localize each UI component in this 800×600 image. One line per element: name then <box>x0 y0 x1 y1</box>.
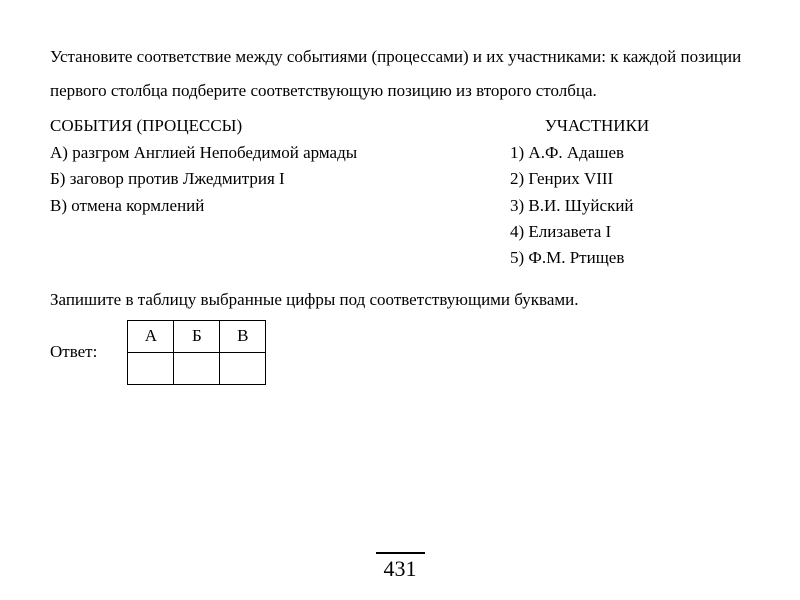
columns-container: СОБЫТИЯ (ПРОЦЕССЫ) А) разгром Англией Не… <box>50 116 750 272</box>
event-marker: В) <box>50 196 67 215</box>
page-number: 431 <box>376 552 425 582</box>
event-item: А) разгром Англией Непобедимой армады <box>50 140 442 166</box>
page-number-container: 431 <box>0 552 800 582</box>
participant-marker: 4) <box>510 222 524 241</box>
participant-item: 5) Ф.М. Ртищев <box>484 245 750 271</box>
participants-column: УЧАСТНИКИ 1) А.Ф. Адашев 2) Генрих VIII … <box>484 116 750 272</box>
participant-marker: 3) <box>510 196 524 215</box>
participant-item: 4) Елизавета I <box>484 219 750 245</box>
table-header-cell: Б <box>174 320 220 352</box>
table-instruction: Запишите в таблицу выбранные цифры под с… <box>50 290 750 310</box>
participant-item: 2) Генрих VIII <box>484 166 750 192</box>
event-text: заговор против Лжедмитрия I <box>70 169 285 188</box>
table-answer-cell[interactable] <box>220 352 266 384</box>
participant-marker: 2) <box>510 169 524 188</box>
participant-text: Елизавета I <box>528 222 611 241</box>
events-header: СОБЫТИЯ (ПРОЦЕССЫ) <box>50 116 442 136</box>
participant-item: 3) В.И. Шуйский <box>484 193 750 219</box>
table-answer-cell[interactable] <box>174 352 220 384</box>
participant-text: Генрих VIII <box>528 169 613 188</box>
event-marker: Б) <box>50 169 65 188</box>
event-item: В) отмена кормлений <box>50 193 442 219</box>
table-header-cell: А <box>128 320 174 352</box>
participants-header: УЧАСТНИКИ <box>484 116 750 136</box>
answer-table: А Б В <box>127 320 266 385</box>
participant-text: А.Ф. Адашев <box>528 143 624 162</box>
participant-text: Ф.М. Ртищев <box>528 248 624 267</box>
event-text: отмена кормлений <box>71 196 204 215</box>
event-item: Б) заговор против Лжедмитрия I <box>50 166 442 192</box>
answer-section: Ответ: А Б В <box>50 320 750 385</box>
event-marker: А) <box>50 143 68 162</box>
participant-item: 1) А.Ф. Адашев <box>484 140 750 166</box>
instruction-text: Установите соответствие между событиями … <box>50 40 750 108</box>
table-row: А Б В <box>128 320 266 352</box>
participant-marker: 1) <box>510 143 524 162</box>
participant-text: В.И. Шуйский <box>528 196 633 215</box>
table-header-cell: В <box>220 320 266 352</box>
event-text: разгром Англией Непобедимой армады <box>72 143 357 162</box>
answer-label: Ответ: <box>50 342 97 362</box>
table-row <box>128 352 266 384</box>
table-answer-cell[interactable] <box>128 352 174 384</box>
participant-marker: 5) <box>510 248 524 267</box>
events-column: СОБЫТИЯ (ПРОЦЕССЫ) А) разгром Англией Не… <box>50 116 442 272</box>
